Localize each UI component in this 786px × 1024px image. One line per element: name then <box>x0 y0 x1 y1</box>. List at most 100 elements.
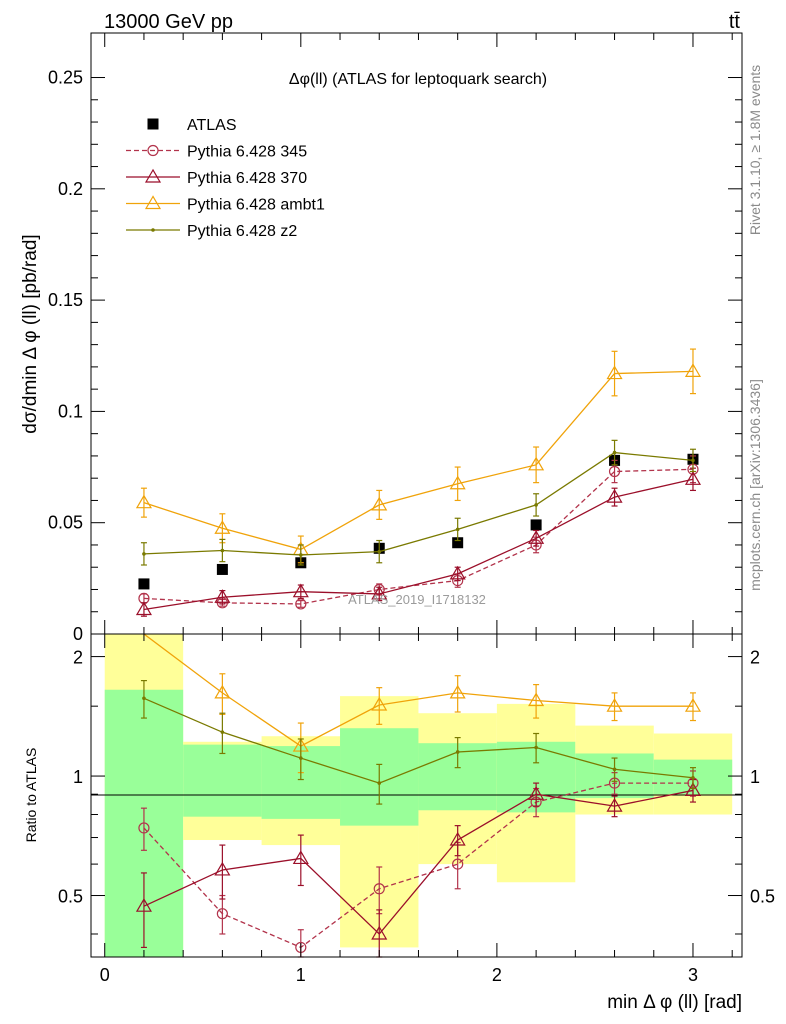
ratio-point-ambt1 <box>684 697 702 712</box>
ratio-series-p370 <box>135 778 702 958</box>
x-axis-label: min Δ φ (ll) [rad] <box>607 992 742 1013</box>
top-point-ambt1 <box>449 475 466 490</box>
legend-label: Pythia 6.428 z2 <box>187 223 297 240</box>
legend-label: ATLAS <box>187 117 237 134</box>
legend-item-atlas: ATLAS <box>147 117 237 134</box>
ratio-point-p370 <box>449 831 466 846</box>
legend-marker <box>144 168 162 183</box>
top-point-p370 <box>528 530 545 544</box>
ratio-point-z2 <box>142 696 146 701</box>
top-ylabel: dσ/dmin Δ φ (ll) [pb/rad] <box>20 234 41 433</box>
top-point-p345 <box>608 465 621 478</box>
legend-item-p370: Pythia 6.428 370 <box>126 168 307 187</box>
top-line-p345 <box>143 468 693 605</box>
header-right: tt̄ <box>729 11 741 33</box>
top-point-z2 <box>377 549 382 554</box>
top-point-atlas <box>530 519 542 531</box>
top-point-ambt1 <box>606 365 623 380</box>
ratio-point-ambt1 <box>528 692 545 707</box>
ratio-point-p370 <box>292 850 309 865</box>
ratio-point-z2 <box>534 745 538 750</box>
ratio-point-ambt1 <box>371 696 388 711</box>
legend-item-p345: Pythia 6.428 345 <box>126 144 307 161</box>
ratio-point-p370 <box>371 925 388 940</box>
ratio-point-z2 <box>455 750 460 754</box>
band-inner <box>183 744 262 817</box>
top-point-atlas <box>216 563 228 575</box>
ratio-series-z2 <box>140 679 696 805</box>
top-point-ambt1 <box>371 496 388 511</box>
legend-marker <box>147 118 159 130</box>
ratio-ytick-label-right: 0.5 <box>750 887 775 907</box>
ratio-point-z2 <box>612 767 617 772</box>
top-point-p370 <box>371 585 388 600</box>
ratio-ytick-label-right: 2 <box>750 648 760 668</box>
ratio-point-p370 <box>606 797 623 812</box>
legend-item-z2: Pythia 6.428 z2 <box>126 223 297 240</box>
ratio-line-p370 <box>143 789 694 935</box>
top-series-z2 <box>140 439 696 566</box>
top-point-p370 <box>449 565 466 580</box>
top-point-p370 <box>214 589 231 603</box>
legend-marker <box>151 228 155 232</box>
top-point-p370 <box>292 583 309 598</box>
legend-item-ambt1: Pythia 6.428 ambt1 <box>126 195 325 214</box>
ratio-point-ambt1 <box>214 684 231 699</box>
top-series-ambt1 <box>135 348 702 564</box>
ratio-point-p345 <box>373 883 385 895</box>
ratio-ytick-label: 1 <box>73 767 83 787</box>
top-point-atlas <box>138 578 150 590</box>
ratio-panel: 0.5 0.5 1 1 2 2 0 1 2 3 Ratio to ATLAS min Δ φ (l… <box>23 633 775 1013</box>
top-point-ambt1 <box>528 456 545 471</box>
top-line-ambt1 <box>143 370 693 551</box>
top-point-z2 <box>299 553 303 557</box>
ratio-point-p345 <box>216 908 228 920</box>
top-point-z2 <box>455 527 460 532</box>
mcplots-label: mcplots.cern.ch [arXiv:1306.3436] <box>747 379 763 591</box>
legend-marker <box>144 195 162 210</box>
top-ytick-label: 0.2 <box>58 179 83 199</box>
ratio-point-p370 <box>214 861 231 876</box>
legend-label: Pythia 6.428 ambt1 <box>187 197 325 214</box>
top-ytick-label: 0 <box>73 624 83 644</box>
top-point-z2 <box>691 458 695 463</box>
top-point-z2 <box>612 450 617 455</box>
top-point-ambt1 <box>214 520 231 534</box>
ratio-point-ambt1 <box>606 697 623 712</box>
top-point-ambt1 <box>684 363 702 377</box>
ratio-ytick-label: 0.5 <box>58 887 83 907</box>
header-left: 13000 GeV pp <box>104 11 233 33</box>
top-line-z2 <box>143 451 694 556</box>
ratio-point-z2 <box>299 756 303 760</box>
ratio-xtick-label: 1 <box>296 965 306 985</box>
top-point-p370 <box>684 471 702 485</box>
ratio-point-z2 <box>691 775 695 780</box>
legend-label: Pythia 6.428 345 <box>187 144 307 161</box>
legend-marker <box>147 144 159 157</box>
ratio-line-z2 <box>143 697 694 784</box>
ratio-ytick-label-right: 1 <box>750 767 760 787</box>
top-panel: Δφ(ll) (ATLAS for leptoquark search) ATL… <box>20 32 743 644</box>
legend-label: Pythia 6.428 370 <box>187 170 307 187</box>
ratio-point-p370 <box>528 786 545 800</box>
ratio-xtick-label: 2 <box>492 965 502 985</box>
top-point-z2 <box>142 552 146 556</box>
ratio-xtick-label: 0 <box>100 965 110 985</box>
top-point-z2 <box>220 548 225 553</box>
ratio-point-p345 <box>452 858 464 870</box>
top-ytick-label: 0.05 <box>48 513 83 533</box>
ratio-point-p370 <box>684 782 702 797</box>
top-point-z2 <box>534 503 538 507</box>
watermark: ATLAS_2019_I1718132 <box>348 592 486 607</box>
ratio-line-ambt1 <box>143 633 693 747</box>
top-point-ambt1 <box>135 494 152 509</box>
top-point-atlas <box>452 537 464 549</box>
top-point-p370 <box>135 601 152 616</box>
top-ytick-label: 0.15 <box>48 290 83 310</box>
top-ytick-label: 0.25 <box>48 68 83 88</box>
ratio-frame <box>90 633 743 958</box>
ratio-ylabel: Ratio to ATLAS <box>23 748 39 843</box>
ratio-point-z2 <box>377 781 382 785</box>
top-line-p370 <box>143 478 694 611</box>
